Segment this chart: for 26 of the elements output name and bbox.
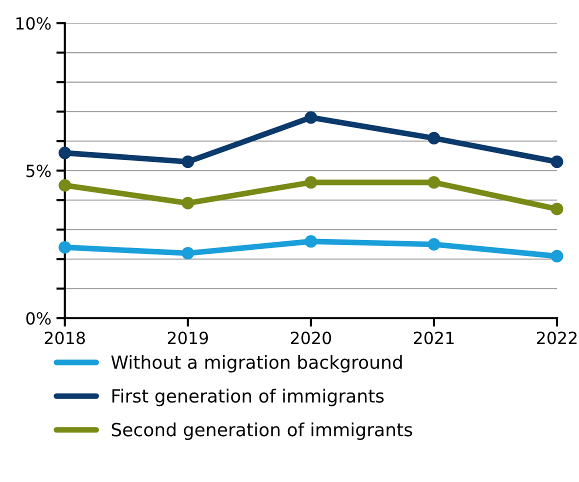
x-tick-label: 2021	[414, 332, 454, 344]
x-tick-label: 2020	[290, 332, 332, 344]
legend-label: Second generation of immigrants	[112, 422, 412, 440]
point	[58, 241, 72, 254]
legend-label: Without a migration background	[111, 355, 402, 372]
point	[550, 202, 564, 216]
point	[182, 156, 194, 168]
point	[58, 179, 72, 192]
point	[182, 196, 194, 210]
point	[58, 146, 72, 160]
point	[428, 176, 440, 189]
x-tick-label: 2022	[537, 332, 577, 344]
x-tick-label: 2018	[44, 332, 85, 344]
point	[304, 235, 318, 248]
point	[428, 238, 440, 251]
point	[550, 250, 564, 262]
point	[428, 132, 440, 144]
point	[304, 176, 318, 189]
y-tick-label: 0%	[26, 312, 51, 325]
point	[550, 156, 564, 168]
point	[182, 246, 194, 260]
y-tick-label: 10%	[16, 17, 51, 30]
x-tick-label: 2019	[168, 332, 208, 344]
legend-label: First generation of immigrants	[112, 388, 384, 406]
point	[304, 111, 318, 124]
y-tick-label: 5%	[26, 164, 51, 178]
